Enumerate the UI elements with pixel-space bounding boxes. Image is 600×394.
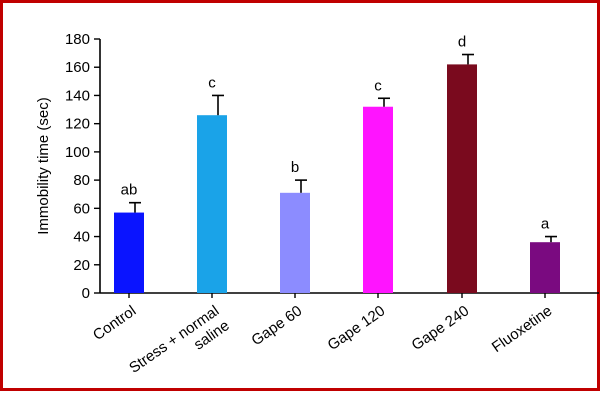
category-label: Fluoxetine: [489, 302, 555, 356]
category-label-line: Gape 240: [409, 302, 473, 354]
category-label: Control: [90, 302, 139, 344]
y-tick-label: 120: [65, 116, 90, 133]
category-label-line: Fluoxetine: [489, 302, 555, 356]
bar: [280, 192, 310, 293]
y-tick-label: 180: [65, 31, 90, 48]
significance-label: c: [208, 74, 216, 91]
bar: [363, 106, 393, 293]
category-label: Gape 240: [409, 302, 473, 354]
significance-label: ab: [121, 182, 138, 199]
bars: [114, 53, 560, 294]
bar: [447, 64, 477, 294]
category-label-line: Gape 120: [325, 302, 389, 354]
category-label: Gape 60: [248, 302, 305, 349]
significance-label: b: [291, 159, 299, 176]
y-tick-label: 20: [73, 257, 90, 274]
significance-label: a: [541, 216, 550, 233]
bar: [530, 242, 560, 293]
y-tick-label: 60: [73, 200, 90, 217]
significance-label: d: [458, 34, 466, 51]
bar-chart: 0 20 40 60 80 100 120 140 160 180 Immobility time …: [35, 31, 599, 377]
significance-label: c: [374, 77, 382, 94]
axes: 0 20 40 60 80 100 120 140 160 180 Immobility time …: [35, 31, 599, 302]
y-tick-label: 100: [65, 144, 90, 161]
category-label: Gape 120: [325, 302, 389, 354]
y-tick-label: 160: [65, 59, 90, 76]
y-tick-label: 140: [65, 87, 90, 104]
category-label-line: Control: [90, 302, 139, 344]
category-label-line: Gape 60: [248, 302, 305, 349]
y-tick-label: 0: [82, 285, 90, 302]
y-tick-label: 40: [73, 229, 90, 246]
y-tick-label: 80: [73, 172, 90, 189]
bar: [197, 115, 227, 293]
y-axis-title: Immobility time (sec): [35, 97, 52, 235]
bar: [114, 212, 144, 293]
